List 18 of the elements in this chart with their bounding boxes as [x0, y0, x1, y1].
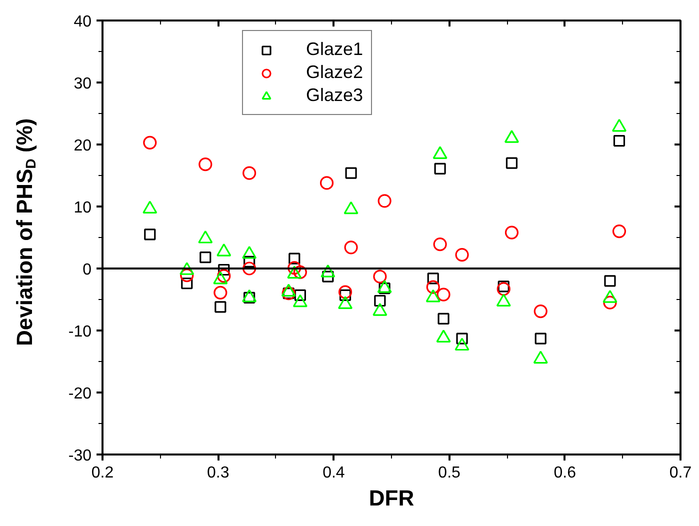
x-tick-label: 0.4	[322, 464, 345, 482]
y-tick-label: 0	[82, 262, 92, 278]
y-tick-label: -10	[68, 324, 92, 340]
y-tick-label: 40	[74, 14, 92, 30]
x-tick-label: 0.6	[554, 464, 576, 482]
legend-label: Glaze3	[306, 85, 364, 106]
legend-label: Glaze2	[306, 62, 364, 83]
x-tick-label: 0.3	[206, 464, 230, 482]
y-tick-label: 10	[74, 200, 92, 216]
x-tick-label: 0.7	[669, 464, 692, 482]
y-tick-label: -30	[68, 448, 92, 464]
x-tick-label: 0.2	[91, 464, 114, 482]
x-tick-label: 0.5	[438, 464, 461, 482]
legend-label: Glaze1	[306, 39, 364, 60]
x-axis-title: DFR	[368, 486, 414, 510]
y-tick-label: 20	[74, 138, 92, 154]
y-tick-label: 30	[74, 76, 92, 92]
y-tick-label: -20	[68, 386, 92, 402]
